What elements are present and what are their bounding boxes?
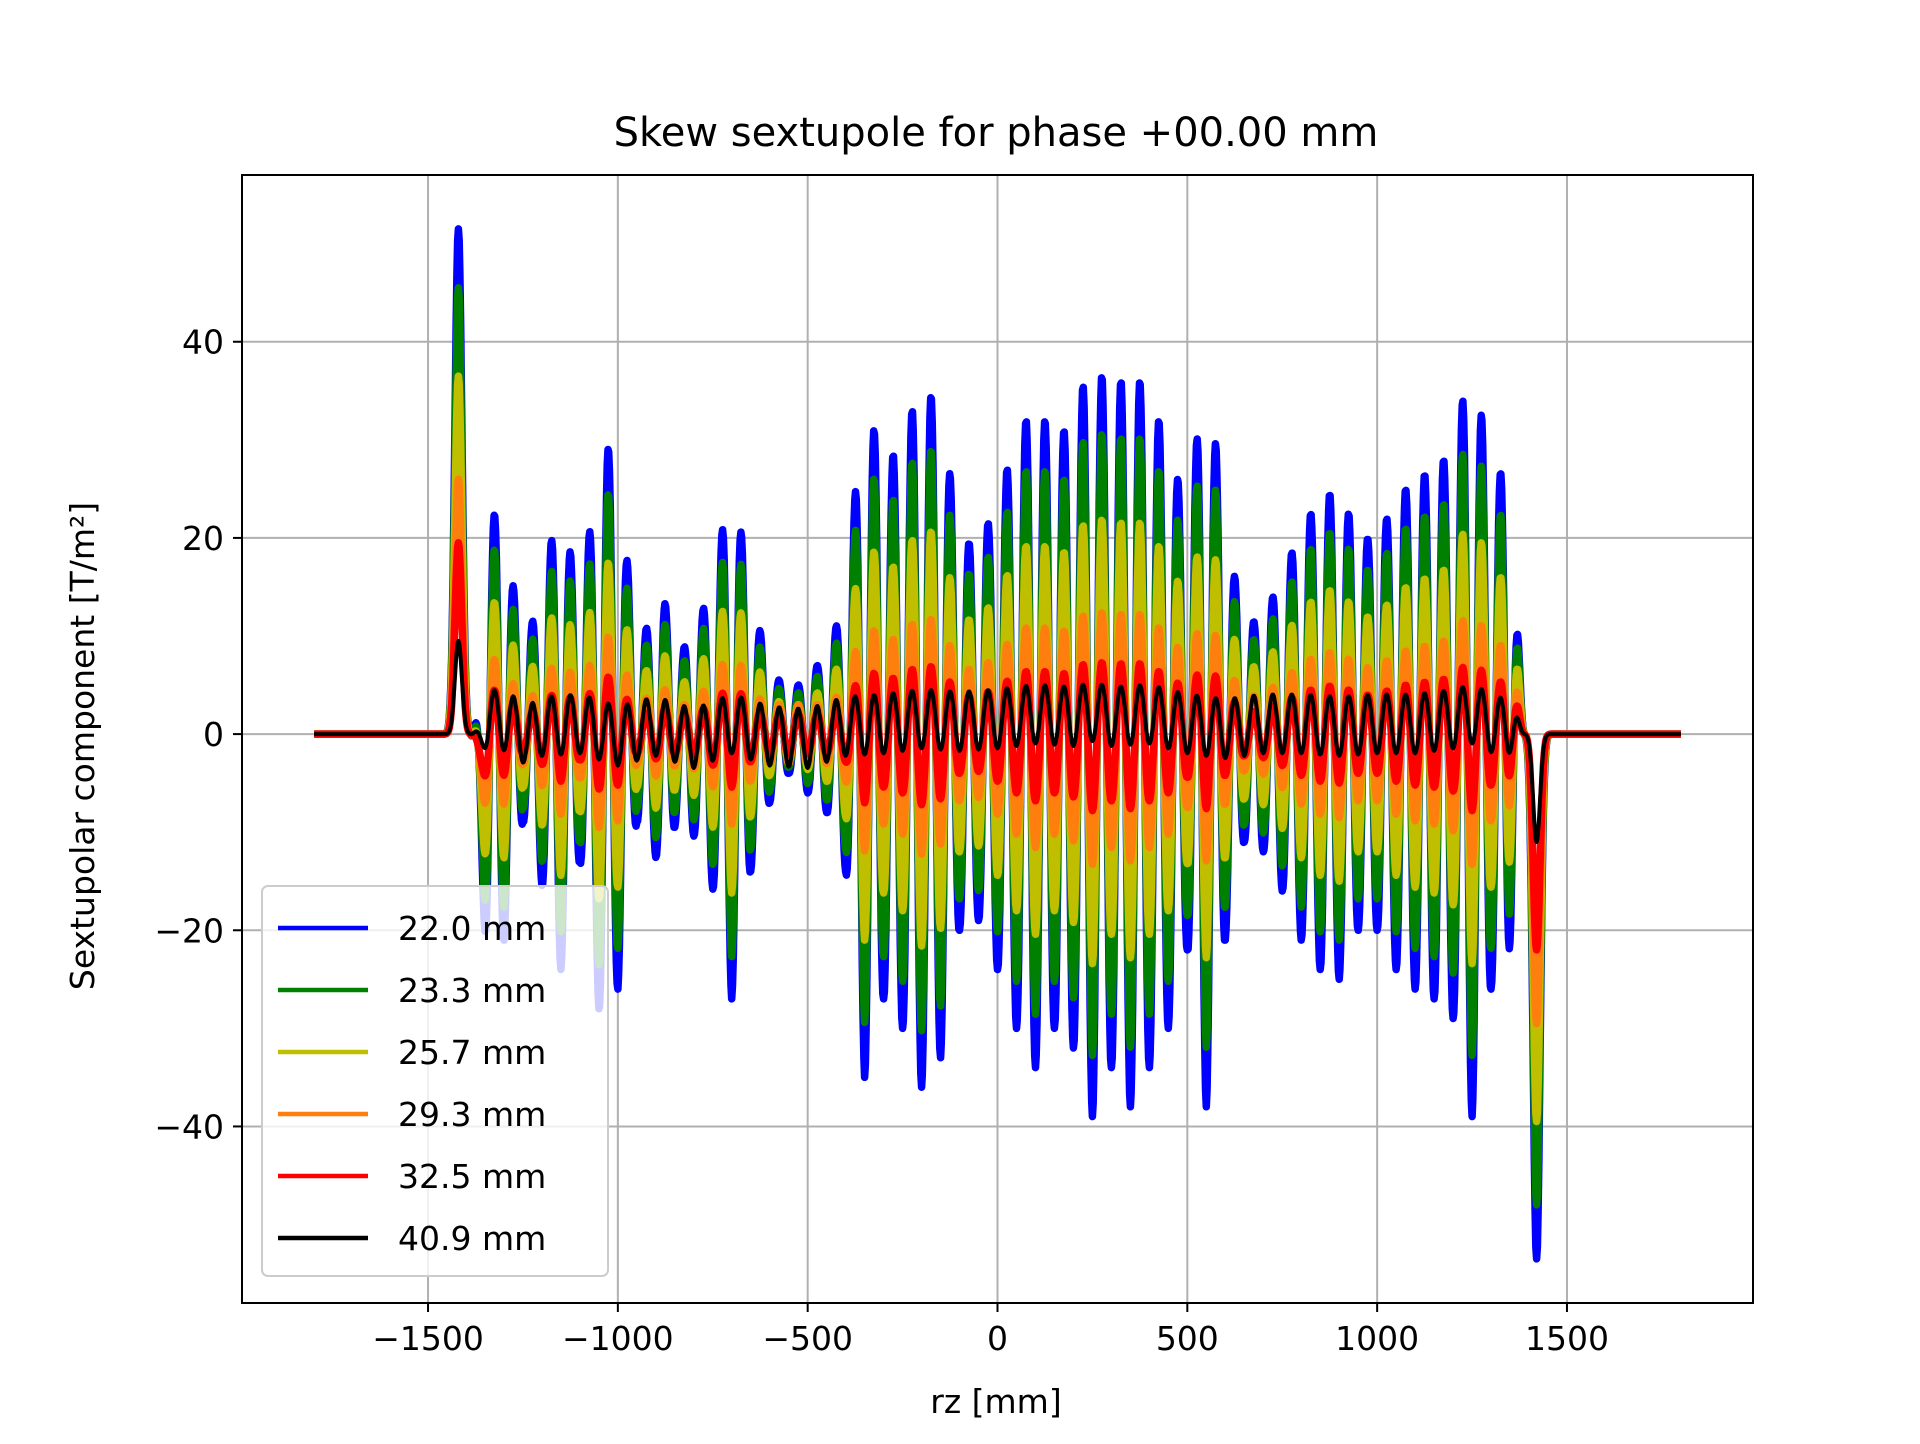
x-tick-label: 500	[1156, 1319, 1219, 1358]
series-line-1	[311, 284, 1684, 1209]
chart-title: Skew sextupole for phase +00.00 mm	[614, 110, 1379, 156]
y-axis-label: Sextupolar component [T/m²]	[63, 502, 102, 990]
x-tick-label: 1000	[1335, 1319, 1419, 1358]
y-tick-label: −20	[154, 911, 224, 950]
tick-layer: −1500 −1000 −500 0 500 1000 1500 −40 −20 0 20 40	[154, 323, 1609, 1358]
y-tick-label: −40	[154, 1107, 224, 1146]
y-tick-label: 0	[203, 715, 224, 754]
legend-entry: 25.7 mm	[398, 1033, 546, 1072]
x-tick-label: −1500	[372, 1319, 484, 1358]
series-line-3	[311, 475, 1684, 1028]
legend-entry: 40.9 mm	[398, 1219, 546, 1258]
series-line-2	[311, 372, 1684, 1126]
x-tick-label: 0	[987, 1319, 1008, 1358]
x-tick-label: −1000	[562, 1319, 674, 1358]
series-line-5	[312, 638, 1683, 844]
legend: 22.0 mm 23.3 mm 25.7 mm 29.3 mm 32.5 mm 40.9 …	[261, 885, 609, 1277]
series-line-4	[311, 539, 1684, 954]
y-tick-label: 40	[182, 323, 224, 362]
y-tick-label: 20	[182, 519, 224, 558]
legend-box	[261, 885, 609, 1277]
x-axis-label: rz [mm]	[930, 1382, 1061, 1421]
legend-entry: 23.3 mm	[398, 971, 546, 1010]
legend-entry: 32.5 mm	[398, 1157, 546, 1196]
legend-entry: 22.0 mm	[398, 909, 546, 948]
legend-entry: 29.3 mm	[398, 1095, 546, 1134]
x-tick-label: −500	[762, 1319, 853, 1358]
x-tick-label: 1500	[1525, 1319, 1609, 1358]
series-layer	[311, 225, 1684, 1263]
